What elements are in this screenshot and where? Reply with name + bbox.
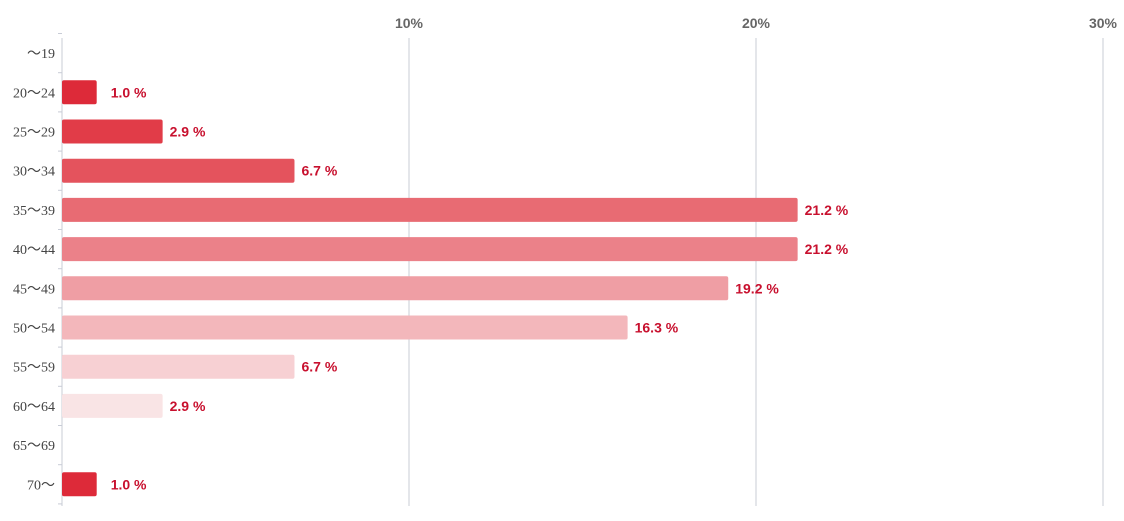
category-label: 50〜54	[13, 322, 55, 337]
data-label: 6.7 %	[301, 359, 337, 375]
data-label: 2.9 %	[170, 124, 206, 140]
bar	[62, 80, 97, 105]
category-label: 70〜	[27, 478, 55, 493]
bar	[62, 158, 295, 183]
data-label: 1.0 %	[111, 476, 147, 492]
category-label: 55〜59	[13, 361, 55, 376]
category-label: 45〜49	[13, 282, 55, 297]
category-label: 20〜24	[13, 86, 55, 101]
bar	[62, 472, 97, 497]
category-label: 60〜64	[13, 400, 55, 415]
x-tick-label: 10%	[395, 15, 424, 31]
bar	[62, 393, 163, 418]
bar	[62, 197, 798, 222]
x-tick-label: 20%	[742, 15, 771, 31]
bar	[62, 354, 295, 379]
bar	[62, 315, 628, 340]
category-label: 65〜69	[13, 439, 55, 454]
data-label: 2.9 %	[170, 398, 206, 414]
category-label: 35〜39	[13, 204, 55, 219]
category-label: 25〜29	[13, 126, 55, 141]
bar	[62, 237, 798, 262]
data-label: 6.7 %	[301, 163, 337, 179]
category-label: 40〜44	[13, 243, 55, 258]
x-tick-label: 30%	[1089, 15, 1118, 31]
data-label: 19.2 %	[735, 280, 779, 296]
bar	[62, 276, 729, 301]
data-label: 21.2 %	[805, 202, 849, 218]
data-label: 21.2 %	[805, 241, 849, 257]
category-label: 〜19	[27, 47, 55, 62]
category-label: 30〜34	[13, 165, 55, 180]
data-label: 1.0 %	[111, 84, 147, 100]
data-label: 16.3 %	[635, 320, 679, 336]
bar	[62, 119, 163, 144]
